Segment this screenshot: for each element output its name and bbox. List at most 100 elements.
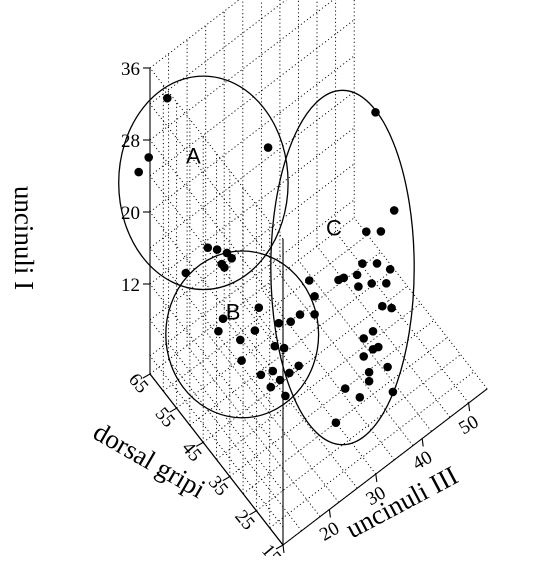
grid-line	[176, 251, 382, 409]
data-point	[163, 93, 172, 103]
y-tick	[169, 407, 177, 413]
data-point	[378, 301, 387, 311]
grid-line	[269, 371, 475, 529]
data-point	[250, 326, 260, 335]
grid-line	[149, 139, 284, 312]
data-point	[254, 303, 264, 313]
data-point	[382, 279, 391, 288]
data-point	[362, 227, 371, 236]
data-point	[266, 382, 276, 392]
data-point	[372, 259, 382, 268]
y-tick	[142, 373, 151, 379]
grid-line	[335, 231, 469, 404]
cluster-ellipse-c	[270, 89, 415, 446]
grid-line	[353, 217, 488, 390]
grid-line	[149, 127, 355, 285]
x-tick-label: 20	[316, 518, 343, 546]
grid-line	[223, 316, 358, 489]
data-point	[295, 310, 305, 319]
data-point	[212, 245, 222, 254]
data-point	[364, 367, 374, 377]
grid-line	[202, 285, 408, 443]
x-tick	[468, 402, 471, 412]
data-point	[263, 143, 273, 152]
grid-line	[189, 268, 395, 426]
data-point	[236, 335, 245, 345]
grid-line	[149, 67, 284, 240]
z-tick-label: 28	[121, 131, 140, 152]
cluster-ellipse-a	[118, 75, 289, 291]
data-point	[281, 391, 290, 401]
grid-line	[242, 337, 448, 495]
data-point	[294, 361, 304, 371]
data-point	[227, 253, 236, 263]
data-point	[359, 334, 369, 343]
grid-line	[316, 245, 451, 418]
grid-line	[149, 199, 355, 357]
x-tick	[328, 509, 331, 518]
x-tick	[421, 438, 424, 447]
z-tick-label: 12	[121, 275, 140, 296]
x-axis-line	[282, 388, 488, 546]
data-point	[279, 343, 289, 353]
grid-line	[149, 163, 355, 321]
x-axis-label: uncinuli III	[341, 460, 463, 544]
cluster-label-c: C	[326, 216, 342, 241]
box-edges	[149, 68, 488, 546]
data-point	[181, 268, 191, 278]
grid-line	[149, 0, 287, 105]
data-point	[385, 265, 395, 274]
grid-line	[163, 234, 368, 392]
data-point	[310, 310, 319, 319]
grid-line	[149, 19, 355, 177]
grid-line	[149, 0, 334, 141]
data-point	[388, 387, 398, 397]
grid-line	[149, 211, 284, 384]
cluster-label-b: B	[226, 299, 241, 324]
cluster-ellipses: A B C	[118, 75, 415, 446]
data-point	[285, 368, 294, 378]
data-point	[367, 279, 377, 288]
data-points	[134, 93, 399, 428]
data-point	[371, 108, 380, 117]
grid-line	[149, 217, 355, 375]
data-point	[354, 282, 363, 291]
data-point	[340, 384, 350, 393]
grid-line	[149, 0, 240, 69]
y-tick	[275, 544, 284, 550]
data-point	[305, 276, 314, 285]
data-point	[286, 317, 296, 327]
data-point	[359, 352, 369, 361]
data-point	[274, 318, 284, 328]
data-point	[358, 259, 367, 268]
data-point	[275, 375, 285, 385]
data-point	[368, 345, 378, 354]
data-point	[218, 314, 228, 324]
z-tick-label: 36	[121, 59, 140, 80]
y-tick	[249, 510, 257, 516]
z-tick-label: 20	[121, 203, 140, 224]
grid-line	[229, 320, 435, 477]
grid-line	[216, 302, 421, 460]
y-tick-label: 25	[230, 506, 258, 534]
data-point	[144, 153, 153, 162]
y-axis-edge	[149, 373, 284, 546]
y-tick-label: 55	[151, 404, 179, 432]
data-point	[214, 326, 223, 336]
data-point	[389, 206, 399, 215]
grid-line	[205, 331, 340, 503]
data-point	[355, 393, 365, 402]
grid-line	[242, 302, 377, 475]
grid-lines	[149, 0, 488, 546]
data-point	[310, 292, 319, 301]
data-point	[352, 270, 362, 280]
data-point	[376, 227, 386, 236]
grid-line	[149, 55, 355, 213]
data-point	[383, 362, 392, 372]
y-tick-label: 65	[124, 369, 152, 397]
x-tick-label: 50	[455, 411, 482, 439]
y-tick	[195, 441, 204, 447]
data-point	[256, 370, 266, 380]
